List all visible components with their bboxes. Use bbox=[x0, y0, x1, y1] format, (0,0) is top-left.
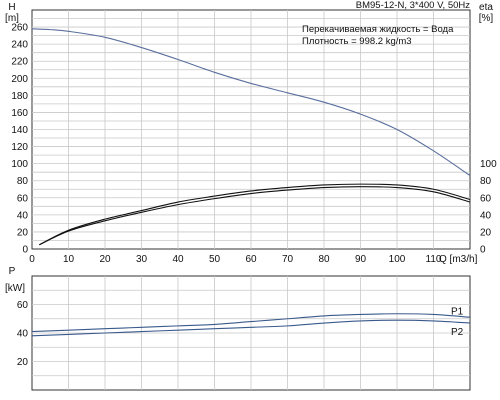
q-axis-label: Q [m3/h] bbox=[439, 254, 478, 265]
top-x-tick-label: 50 bbox=[209, 254, 221, 265]
top-x-tick-label: 110 bbox=[426, 254, 442, 265]
right-eta-tick-label: 20 bbox=[480, 227, 492, 238]
bottom-y-tick-label: 60 bbox=[17, 300, 29, 311]
p-axis-unit: [kW] bbox=[5, 283, 25, 294]
top-x-tick-label: 20 bbox=[99, 254, 111, 265]
top-y-tick-label: 260 bbox=[11, 23, 28, 34]
eta-axis-label: eta bbox=[479, 2, 493, 13]
top-y-tick-label: 120 bbox=[11, 142, 28, 153]
fluid-annotation: Перекачиваемая жидкость = Вода bbox=[302, 24, 454, 35]
p2-power-curve-line bbox=[31, 319, 471, 337]
top-y-tick-label: 160 bbox=[11, 108, 28, 119]
top-x-tick-label: 60 bbox=[245, 254, 257, 265]
p1-power-curve-line bbox=[31, 313, 471, 333]
top-x-tick-label: 30 bbox=[136, 254, 148, 265]
right-eta-tick-label: 80 bbox=[480, 176, 492, 187]
right-eta-tick-label: 0 bbox=[480, 245, 486, 256]
p-axis-label: P bbox=[9, 266, 16, 277]
top-y-tick-label: 20 bbox=[17, 227, 29, 238]
h-axis-unit: [m] bbox=[5, 13, 19, 24]
top-y-tick-label: 200 bbox=[11, 74, 28, 85]
top-y-tick-label: 100 bbox=[11, 159, 28, 170]
bottom-y-tick-label: 40 bbox=[17, 329, 29, 340]
top-x-tick-label: 70 bbox=[282, 254, 294, 265]
top-y-tick-label: 240 bbox=[11, 40, 28, 51]
top-y-tick-label: 40 bbox=[17, 210, 29, 221]
h-axis-label: H bbox=[8, 2, 15, 13]
top-x-tick-label: 10 bbox=[63, 254, 75, 265]
top-x-tick-label: 90 bbox=[355, 254, 367, 265]
top-x-tick-label: 100 bbox=[389, 254, 406, 265]
top-y-tick-label: 60 bbox=[17, 193, 29, 204]
chart-title: BM95-12-N, 3*400 V, 50Hz bbox=[356, 0, 470, 11]
top-x-tick-label: 40 bbox=[172, 254, 184, 265]
right-eta-tick-label: 100 bbox=[480, 159, 497, 170]
top-x-tick-label: 0 bbox=[29, 254, 35, 265]
p1-series-label: P1 bbox=[451, 306, 464, 317]
bottom-y-tick-label: 20 bbox=[17, 357, 29, 368]
right-eta-tick-label: 60 bbox=[480, 193, 492, 204]
top-y-tick-label: 220 bbox=[11, 57, 28, 68]
top-y-tick-label: 80 bbox=[17, 176, 29, 187]
efficiency-curve-line-1 bbox=[39, 183, 471, 246]
top-x-tick-label: 80 bbox=[318, 254, 330, 265]
efficiency-curve-line-2 bbox=[39, 186, 471, 246]
top-y-tick-label: 0 bbox=[22, 245, 28, 256]
eta-axis-unit: [%] bbox=[479, 13, 494, 24]
density-annotation: Плотность = 998.2 kg/m3 bbox=[302, 36, 412, 47]
top-y-tick-label: 140 bbox=[11, 125, 28, 136]
right-eta-tick-label: 40 bbox=[480, 210, 492, 221]
head-curve-line bbox=[31, 28, 471, 177]
p2-series-label: P2 bbox=[451, 327, 464, 338]
top-y-tick-label: 180 bbox=[11, 91, 28, 102]
